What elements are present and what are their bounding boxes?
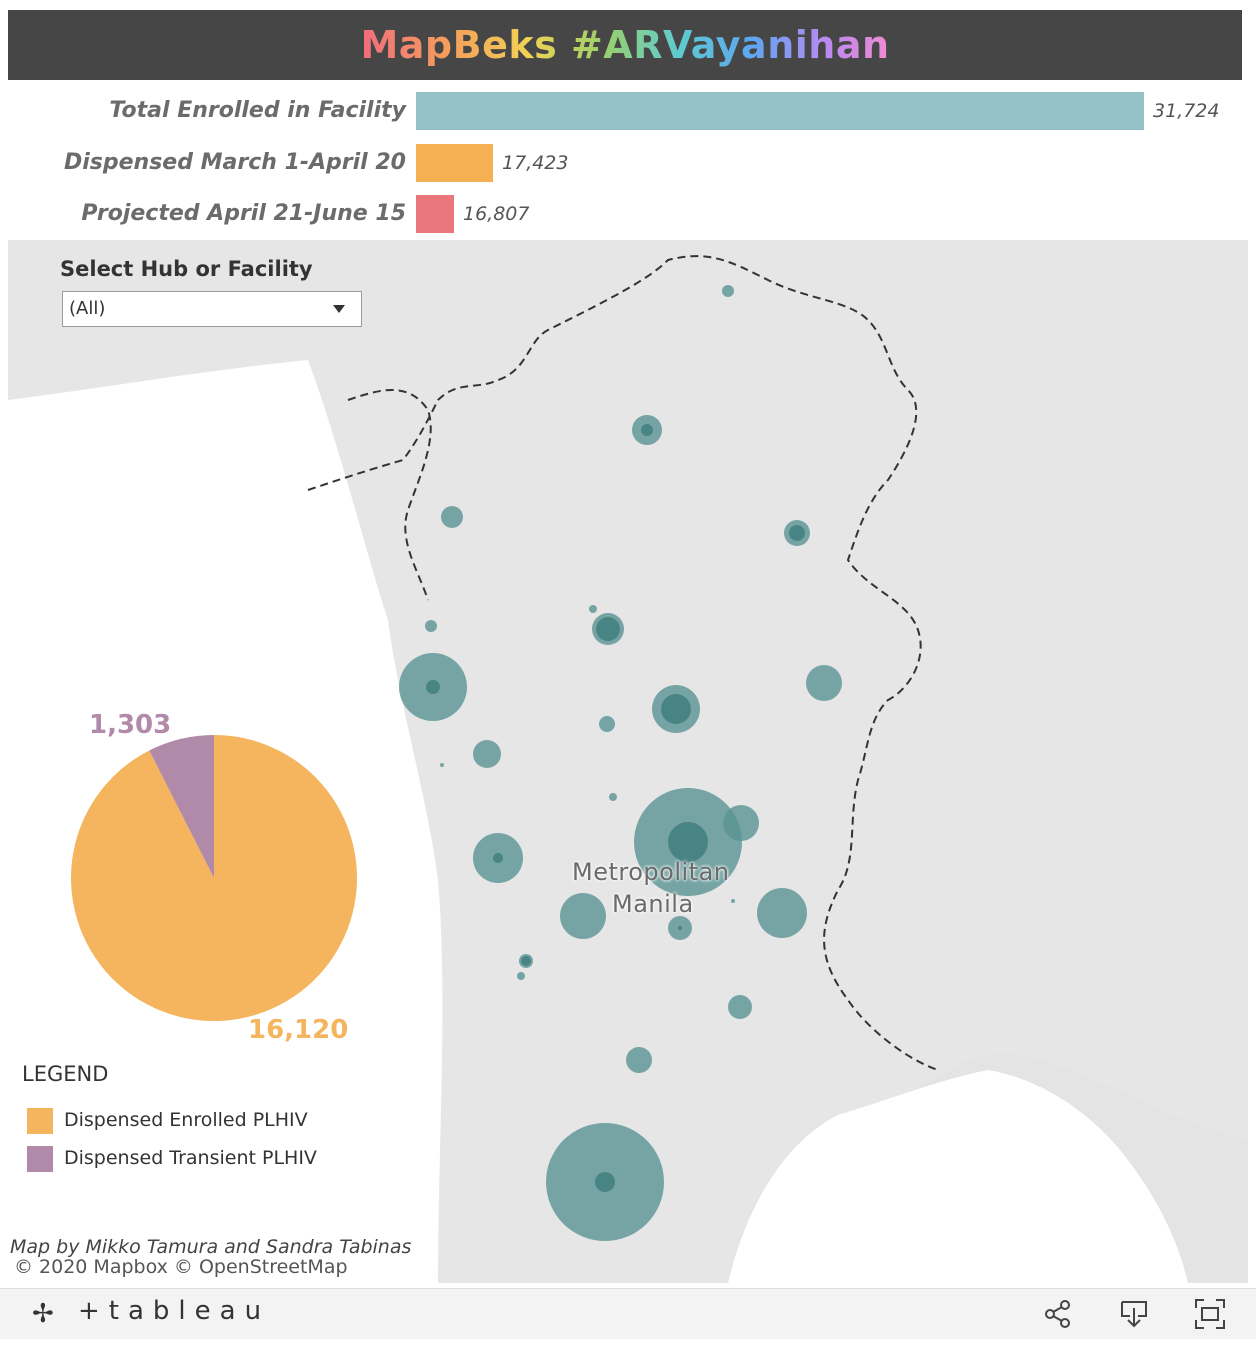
city-boundary (347, 389, 432, 601)
bar-label: Dispensed March 1-April 20 (63, 150, 406, 175)
title-bar: MapBeks #ARVayanihan (8, 10, 1242, 80)
facility-bubble-inner[interactable] (493, 853, 503, 863)
pie-chart (70, 735, 357, 1022)
facility-bubble-inner[interactable] (661, 694, 691, 724)
map-credit: Map by Mikko Tamura and Sandra Tabinas (10, 1236, 412, 1258)
map-canvas[interactable] (8, 240, 1248, 1283)
map-copyright[interactable]: © 2020 Mapbox © OpenStreetMap (14, 1256, 348, 1278)
lake-water (728, 1070, 1188, 1283)
facility-bubble[interactable] (626, 1047, 652, 1073)
download-icon[interactable] (1118, 1298, 1150, 1330)
filter-label: Select Hub or Facility (60, 257, 313, 281)
facility-bubble-inner[interactable] (595, 1172, 615, 1192)
fullscreen-icon[interactable] (1194, 1298, 1226, 1330)
facility-bubble[interactable] (599, 716, 615, 732)
pie-slice[interactable] (70, 735, 357, 1022)
facility-bubble-inner[interactable] (668, 822, 708, 862)
facility-bubble-inner[interactable] (789, 525, 805, 541)
facility-bubble[interactable] (473, 740, 501, 768)
share-icon[interactable] (1042, 1298, 1074, 1330)
facility-bubble[interactable] (723, 805, 759, 841)
tableau-wordmark[interactable]: +tableau (78, 1296, 271, 1326)
legend-item-label[interactable]: Dispensed Enrolled PLHIV (64, 1109, 308, 1131)
bar[interactable] (416, 144, 493, 182)
facility-bubble[interactable] (757, 888, 807, 938)
facility-bubble[interactable] (806, 665, 842, 701)
facility-bubble[interactable] (589, 605, 597, 613)
legend-swatch[interactable] (27, 1146, 53, 1172)
chevron-down-icon[interactable] (333, 305, 345, 313)
facility-bubble-inner[interactable] (641, 424, 653, 436)
facility-bubble[interactable] (425, 620, 437, 632)
bar[interactable] (416, 92, 1144, 130)
tableau-toolbar: ✢ +tableau (0, 1288, 1256, 1339)
facility-bubble-inner[interactable] (596, 617, 620, 641)
facility-bubbles (399, 285, 842, 1241)
facility-bubble[interactable] (517, 972, 525, 980)
pie-slice[interactable] (149, 735, 214, 878)
map-label-manila: Manila (612, 890, 694, 918)
legend-title: LEGEND (22, 1062, 109, 1086)
facility-bubble-inner[interactable] (521, 956, 531, 966)
legend-item-label[interactable]: Dispensed Transient PLHIV (64, 1147, 317, 1169)
facility-bubble-inner[interactable] (678, 926, 682, 930)
bar-value-label: 16,807 (463, 203, 530, 225)
summary-bar-chart: Total Enrolled in Facility 31,724 Dispense… (8, 82, 1242, 238)
tableau-logo-icon[interactable]: ✢ (32, 1299, 54, 1329)
bar-value-label: 31,724 (1153, 100, 1220, 122)
facility-bubble[interactable] (728, 995, 752, 1019)
bar-label: Total Enrolled in Facility (109, 98, 406, 123)
hub-facility-dropdown[interactable]: (All) (62, 291, 362, 327)
facility-bubble[interactable] (609, 793, 617, 801)
bar-label: Projected April 21-June 15 (81, 201, 406, 226)
facility-bubble[interactable] (440, 763, 444, 767)
facility-bubble[interactable] (441, 506, 463, 528)
bar-value-label: 17,423 (502, 152, 569, 174)
facility-bubble[interactable] (560, 893, 606, 939)
region-boundary (307, 255, 939, 1071)
pie-label-transient: 1,303 (89, 710, 172, 740)
facility-bubble[interactable] (731, 899, 735, 903)
bar[interactable] (416, 195, 454, 233)
map-label-metropolitan: Metropolitan (572, 858, 730, 886)
dropdown-selected-value: (All) (69, 298, 106, 319)
dashboard-title: MapBeks #ARVayanihan (360, 23, 890, 67)
map-view[interactable]: Select Hub or Facility (All) Metropolita… (8, 240, 1248, 1283)
legend-swatch[interactable] (27, 1108, 53, 1134)
pie-label-enrolled: 16,120 (248, 1015, 349, 1045)
facility-bubble[interactable] (722, 285, 734, 297)
facility-bubble-inner[interactable] (426, 680, 440, 694)
